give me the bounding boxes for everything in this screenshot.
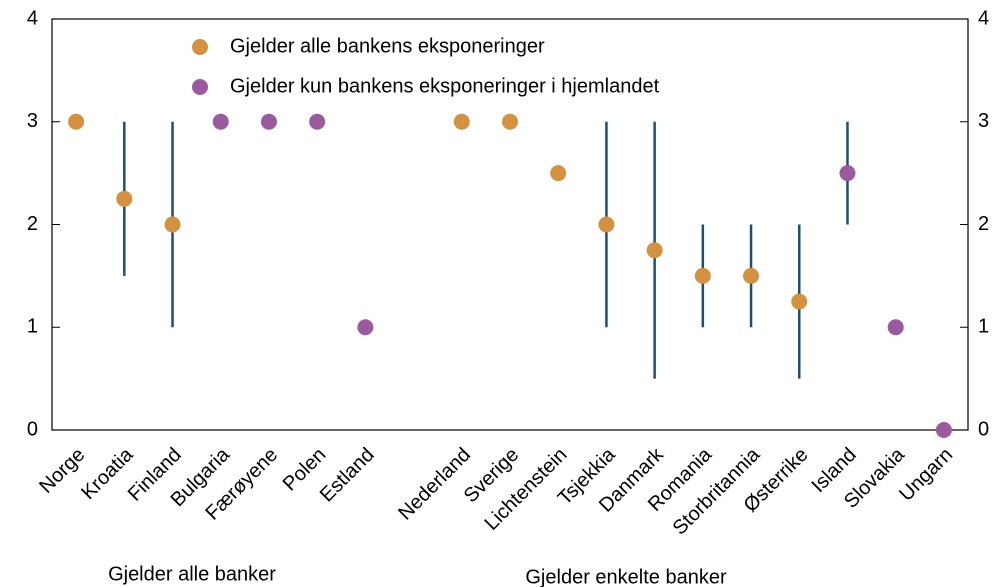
y-tick-label: 2 xyxy=(27,213,38,235)
dot xyxy=(260,113,277,130)
x-tick-label: Ungarn xyxy=(895,444,957,506)
dot xyxy=(743,267,760,284)
legend-label: Gjelder kun bankens eksponeringer i hjem… xyxy=(230,75,660,97)
legend-label: Gjelder alle bankens eksponeringer xyxy=(230,35,545,57)
x-tick-label: Estland xyxy=(316,444,379,507)
group-label: Gjelder alle banker xyxy=(108,563,276,585)
dot xyxy=(357,319,374,336)
dot xyxy=(839,165,856,182)
legend-marker xyxy=(192,79,208,95)
y-tick-label: 0 xyxy=(27,418,38,440)
dot xyxy=(550,165,567,182)
dot xyxy=(791,293,808,310)
y-tick-label: 3 xyxy=(27,110,38,132)
y2-tick-label: 3 xyxy=(978,110,989,132)
dot xyxy=(453,113,470,130)
dot xyxy=(309,113,326,130)
y2-tick-label: 0 xyxy=(978,418,989,440)
dot xyxy=(887,319,904,336)
y2-tick-label: 1 xyxy=(978,316,989,338)
dot xyxy=(935,422,952,438)
dot xyxy=(646,242,663,259)
y2-tick-label: 2 xyxy=(978,213,989,235)
y-tick-label: 4 xyxy=(27,7,38,29)
legend-marker xyxy=(192,39,208,55)
y-tick-label: 1 xyxy=(27,316,38,338)
y2-tick-label: 4 xyxy=(978,7,989,29)
dot xyxy=(116,190,133,207)
dot xyxy=(164,216,181,233)
dot xyxy=(68,113,85,130)
dot xyxy=(694,267,711,284)
x-tick-label: Nederland xyxy=(394,444,475,525)
dot xyxy=(502,113,518,130)
dot xyxy=(598,216,615,233)
dot xyxy=(212,113,229,130)
group-label: Gjelder enkelte banker xyxy=(525,566,727,587)
